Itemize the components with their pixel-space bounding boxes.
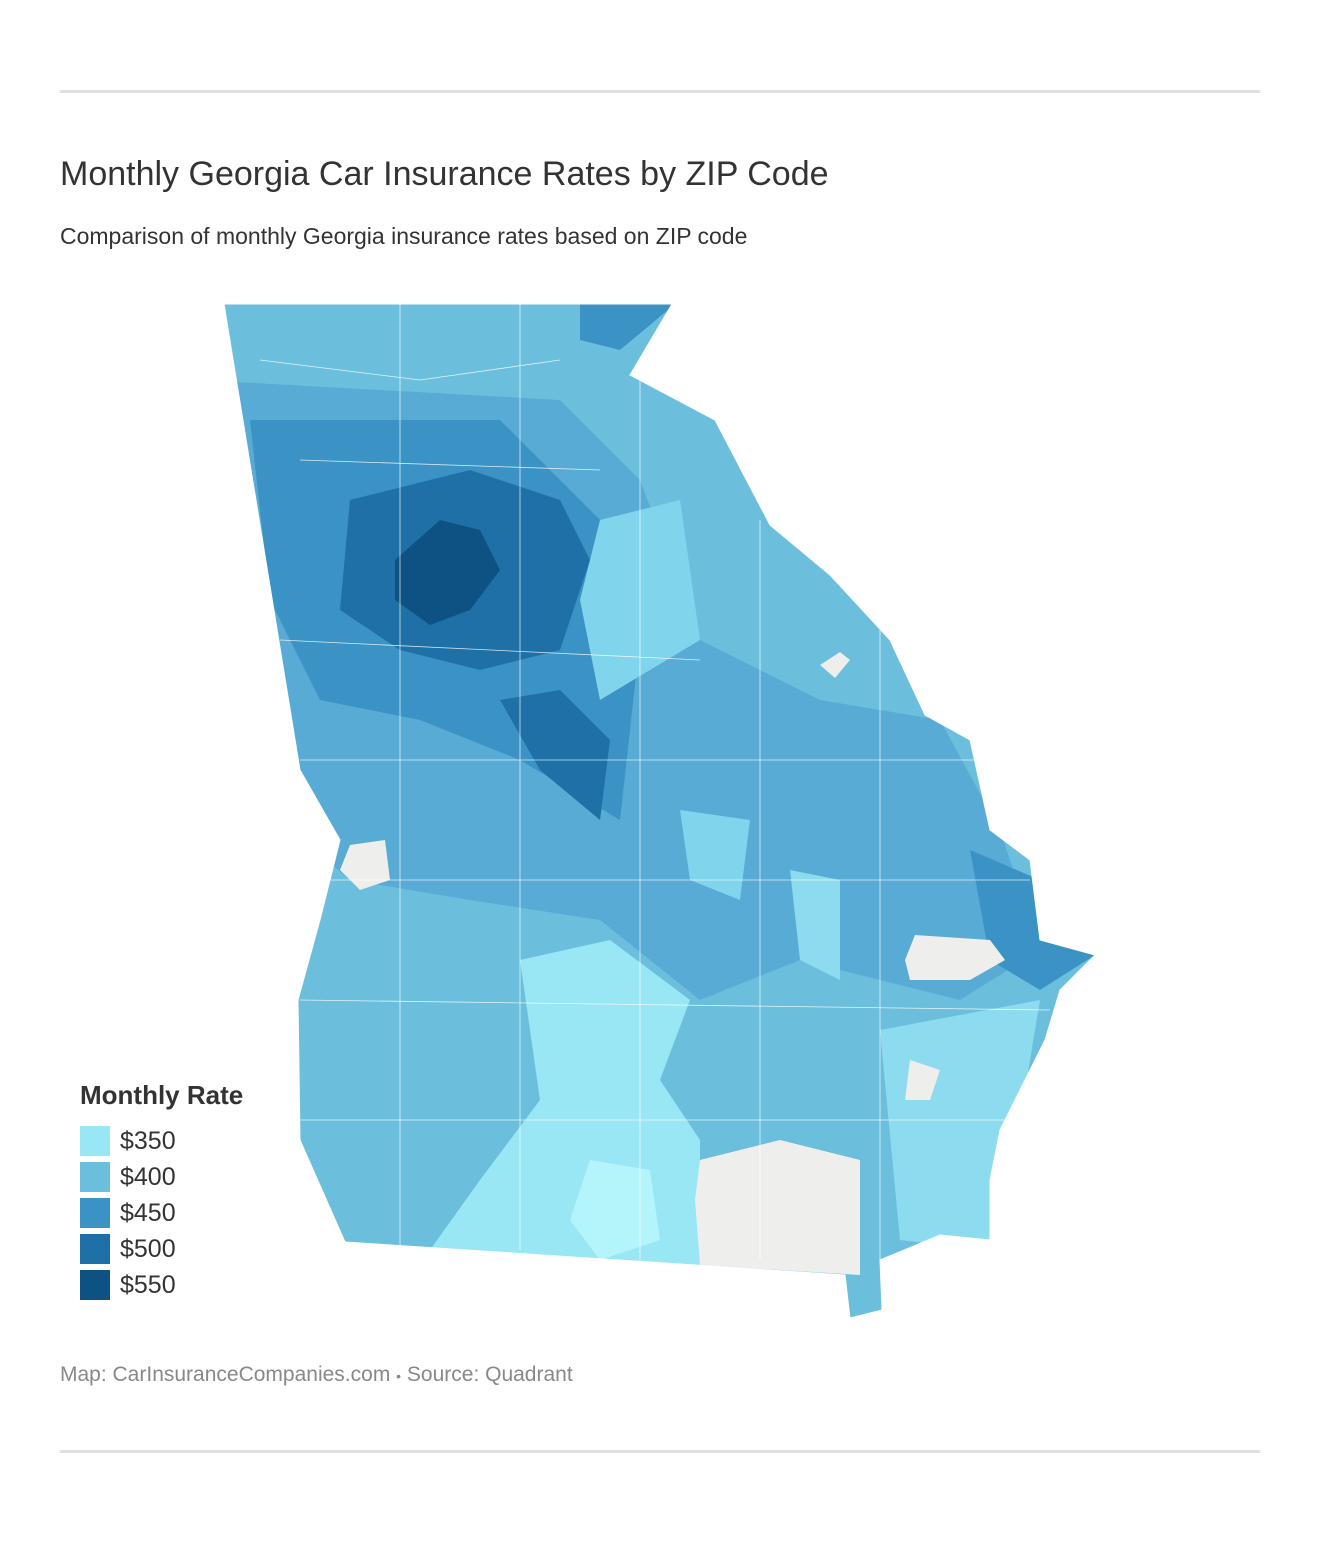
legend-label: $550 bbox=[120, 1270, 176, 1299]
zip-boundaries bbox=[259, 304, 1051, 1260]
chart-subtitle: Comparison of monthly Georgia insurance … bbox=[60, 223, 748, 249]
chart-title: Monthly Georgia Car Insurance Rates by Z… bbox=[60, 155, 829, 193]
legend-swatch bbox=[80, 1198, 110, 1228]
region-500 bbox=[500, 690, 610, 820]
no-data-area bbox=[905, 1060, 940, 1100]
legend-swatch bbox=[80, 1270, 110, 1300]
no-data-area bbox=[340, 840, 390, 890]
legend-swatch bbox=[80, 1162, 110, 1192]
bottom-divider bbox=[60, 1450, 1260, 1453]
top-divider bbox=[60, 90, 1260, 93]
region-350 bbox=[790, 870, 840, 980]
legend: Monthly Rate $350 $400 $450 $500 $550 bbox=[80, 1080, 243, 1303]
legend-label: $500 bbox=[120, 1234, 176, 1263]
no-data-area bbox=[905, 935, 1005, 980]
legend-title: Monthly Rate bbox=[80, 1080, 244, 1110]
no-data-area bbox=[820, 652, 850, 678]
legend-item: $450 bbox=[80, 1195, 243, 1231]
legend-label: $350 bbox=[120, 1126, 176, 1155]
region-350 bbox=[680, 810, 750, 900]
map-regions bbox=[224, 304, 1095, 1318]
region-350 bbox=[570, 1160, 660, 1260]
legend-item: $500 bbox=[80, 1231, 243, 1267]
legend-item: $350 bbox=[80, 1123, 243, 1159]
no-data-area bbox=[695, 1140, 860, 1275]
legend-label: $400 bbox=[120, 1162, 176, 1191]
map-credit: Map: CarInsuranceCompanies.com bbox=[60, 1363, 391, 1386]
region-350 bbox=[880, 1000, 1040, 1250]
legend-item: $550 bbox=[80, 1267, 243, 1303]
legend-item: $400 bbox=[80, 1159, 243, 1195]
source-credit: Source: Quadrant bbox=[406, 1363, 573, 1386]
legend-swatch bbox=[80, 1234, 110, 1264]
legend-label: $450 bbox=[120, 1198, 176, 1227]
footer-credits: Map: CarInsuranceCompanies.com • Source:… bbox=[60, 1363, 573, 1387]
region-550 bbox=[395, 520, 500, 625]
region-450 bbox=[580, 304, 680, 350]
legend-swatch bbox=[80, 1126, 110, 1156]
separator: • bbox=[396, 1368, 402, 1384]
